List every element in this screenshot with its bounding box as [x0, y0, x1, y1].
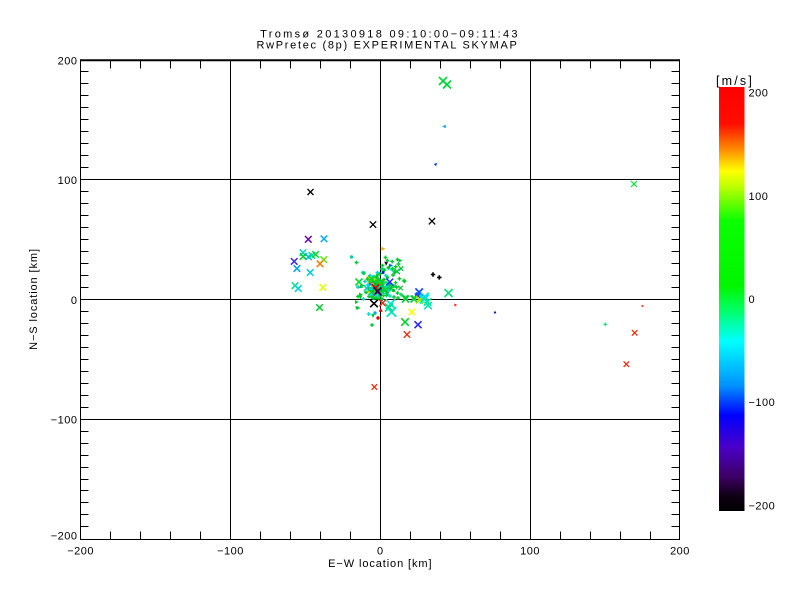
svg-text:−100: −100 — [749, 397, 776, 409]
svg-text:200: 200 — [670, 546, 690, 558]
svg-text:−200: −200 — [67, 546, 94, 558]
svg-text:Tromsø 20130918 09:10:00−09:11: Tromsø 20130918 09:10:00−09:11:43 — [260, 29, 520, 41]
svg-text:200: 200 — [749, 88, 769, 100]
svg-text:0: 0 — [377, 546, 384, 558]
svg-text:−200: −200 — [51, 530, 78, 542]
svg-text:0: 0 — [749, 294, 756, 306]
svg-text:E−W location [km]: E−W location [km] — [328, 558, 432, 570]
svg-text:N−S location [km]: N−S location [km] — [28, 248, 40, 350]
svg-text:[m/s]: [m/s] — [716, 74, 754, 88]
svg-text:100: 100 — [520, 546, 540, 558]
svg-text:100: 100 — [58, 175, 78, 187]
svg-text:−200: −200 — [749, 501, 776, 513]
svg-text:−100: −100 — [217, 546, 244, 558]
svg-text:−100: −100 — [51, 415, 78, 427]
svg-text:200: 200 — [58, 55, 78, 67]
svg-text:100: 100 — [749, 191, 769, 203]
svg-text:RwPretec (8p) EXPERIMENTAL SKY: RwPretec (8p) EXPERIMENTAL SKYMAP — [256, 40, 518, 52]
svg-text:0: 0 — [71, 295, 78, 307]
